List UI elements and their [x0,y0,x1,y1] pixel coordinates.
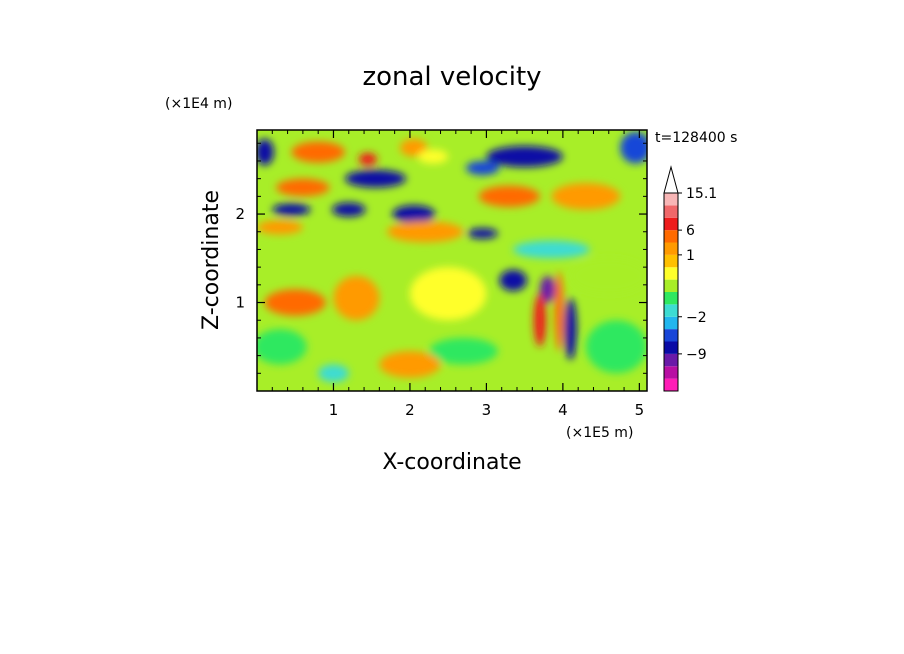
colorbar-bin [664,378,678,391]
field-blob [585,320,647,374]
colorbar-label: 1 [686,248,695,264]
field-blob [264,289,326,316]
heatmap-field [257,130,647,391]
colorbar-label: 15.1 [686,186,717,202]
field-blob [513,240,590,259]
axis-ticks: 1 2 3 4 5 1 2 [235,130,647,419]
y-axis-label: Z-coordinate [199,190,224,330]
field-blob [379,351,441,378]
field-blob [417,149,449,164]
colorbar-bin [664,217,678,231]
colorbar-bin [664,242,678,255]
field-blob [486,145,563,168]
colorbar-label: −2 [686,310,707,326]
colorbar-label: 6 [686,223,695,239]
colorbar-bin [664,267,678,280]
plot-frame [256,129,648,392]
x-tick-label: 1 [329,401,339,419]
field-blob [564,298,577,361]
field-blob [392,205,436,223]
field-blob [272,203,311,216]
chart-title: zonal velocity [362,62,541,92]
field-blob [387,221,464,243]
time-label: t=128400 s [655,130,737,146]
colorbar-bin [664,230,678,243]
colorbar-extend-arrow [663,165,679,194]
field-blob [331,202,366,217]
colorbar-bin [664,254,678,268]
colorbar-bin [664,329,678,342]
x-axis-label: X-coordinate [382,450,521,475]
y-tick-label: 2 [235,205,245,223]
field-blob [318,364,349,383]
field-blob [333,275,380,321]
x-tick-label: 4 [558,401,568,419]
field-blob [499,269,527,292]
field-blob [533,293,547,347]
field-blob [358,153,378,166]
field-blobs [257,131,647,383]
field-blob [539,275,556,303]
colorbar-bin [664,316,678,330]
colorbar-bin [664,292,678,305]
field-blob [620,131,647,164]
colorbar-bin [664,205,678,218]
colorbar: 15.1 6 1 −2 −9 [663,165,717,392]
field-blob [400,138,428,157]
x-tick-label: 5 [635,401,645,419]
field-blob [478,185,540,207]
y-tick-label: 1 [235,294,245,312]
x-units-label: (×1E5 m) [566,425,633,441]
field-blob [276,178,330,197]
colorbar-bin [664,341,678,354]
field-blob [551,183,621,210]
colorbar-bin [664,279,678,292]
field-blob [257,138,274,166]
colorbar-bin [664,353,678,367]
field-blob [409,267,487,321]
colorbar-frame [663,192,679,392]
field-blob [344,169,407,188]
field-blob [257,220,303,235]
field-blob [291,141,345,163]
y-units-label: (×1E4 m) [165,96,232,112]
field-blob [257,329,307,365]
field-blob [465,160,500,176]
field-blob [429,337,498,365]
x-tick-label: 2 [405,401,415,419]
field-blob [467,228,498,239]
x-tick-label: 3 [482,401,492,419]
field-blob [570,258,647,294]
colorbar-bin [664,193,678,206]
colorbar-bin [664,304,678,317]
colorbar-label: −9 [686,347,707,363]
field-blob [554,271,564,352]
colorbar-bin [664,366,678,379]
